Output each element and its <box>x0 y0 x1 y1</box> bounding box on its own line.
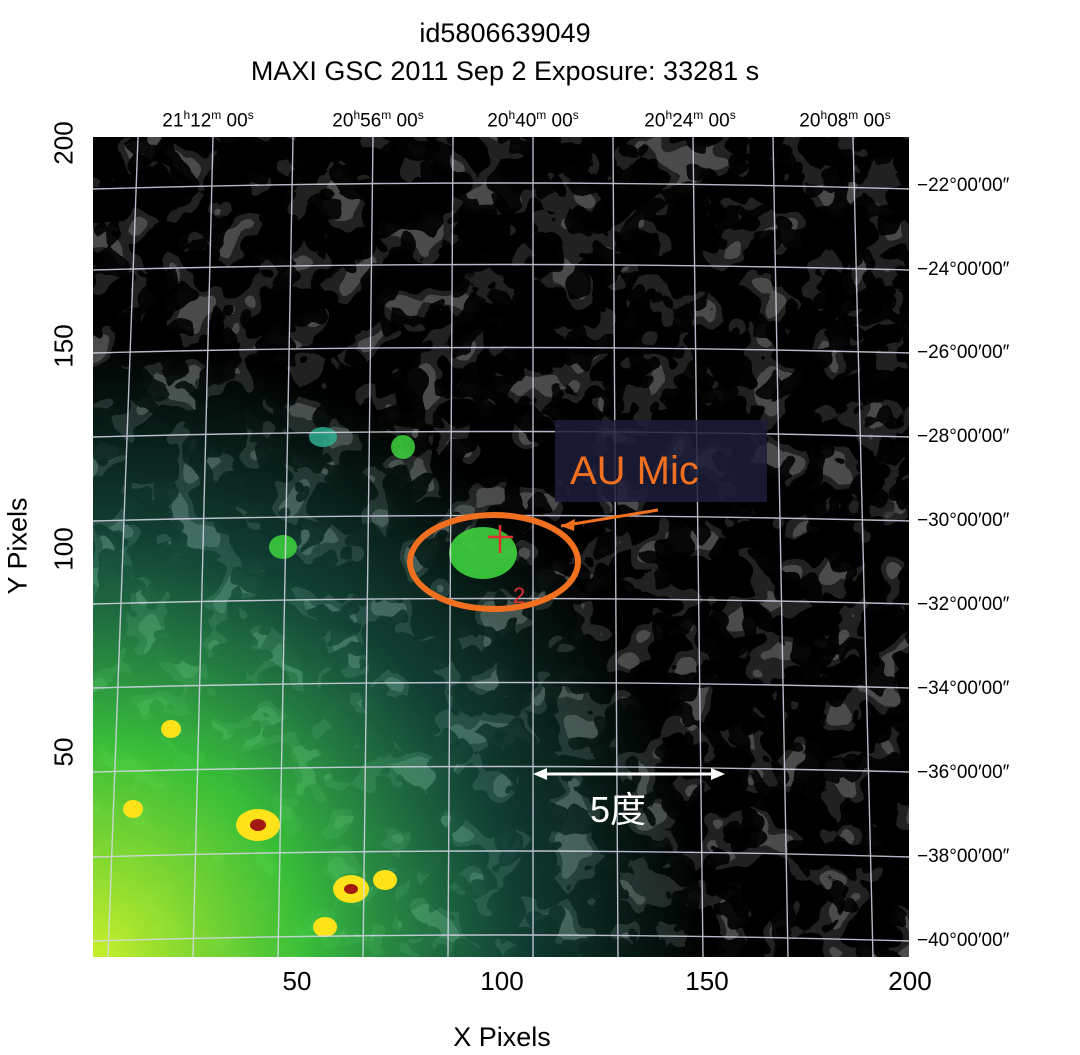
dec-tick-label: −34°00′00″ <box>917 678 1010 699</box>
scale-label: 5度 <box>590 789 646 830</box>
source-ellipse <box>407 512 581 612</box>
ra-tick-label: 20h56m 00s <box>332 108 424 132</box>
y-tick-label: 100 <box>48 527 79 571</box>
y-tick-label: 150 <box>48 324 79 368</box>
x-tick-label: 200 <box>888 966 932 996</box>
source-marker-label: 2 <box>513 583 525 608</box>
scale-bar <box>533 768 725 780</box>
sky-map: AU Mic 2 5度 <box>93 137 909 957</box>
coordinate-overlay: AU Mic 2 5度 <box>93 137 909 957</box>
dec-tick-label: −40°00′00″ <box>917 930 1010 951</box>
dec-tick-label: −32°00′00″ <box>917 594 1010 615</box>
dec-tick-label: −30°00′00″ <box>917 510 1010 531</box>
y-tick-label: 50 <box>48 737 79 767</box>
pointer-arrow <box>560 508 659 528</box>
hot-spots <box>123 427 517 937</box>
x-tick-label: 50 <box>282 966 312 996</box>
dec-tick-label: −26°00′00″ <box>917 342 1010 363</box>
x-tick-label: 150 <box>685 966 729 996</box>
y-axis-title: Y Pixels <box>2 497 33 595</box>
pointer-arrowhead <box>561 519 575 531</box>
ra-tick-label: 20h40m 00s <box>487 108 579 132</box>
ra-tick-label: 20h08m 00s <box>799 108 891 132</box>
image-title: id5806639049 <box>419 18 591 48</box>
dec-tick-label: −36°00′00″ <box>917 762 1010 783</box>
source-marker-cross <box>488 525 513 553</box>
dec-tick-label: −22°00′00″ <box>917 175 1010 196</box>
y-tick-label: 200 <box>48 121 79 165</box>
coordinate-grid <box>93 137 909 957</box>
image-subtitle: MAXI GSC 2011 Sep 2 Exposure: 33281 s <box>250 56 760 86</box>
x-axis-title: X Pixels <box>453 1022 551 1052</box>
x-tick-label: 100 <box>480 966 524 996</box>
dec-tick-label: −24°00′00″ <box>917 259 1010 280</box>
source-label-box <box>555 420 767 502</box>
ra-tick-label: 20h24m 00s <box>644 108 736 132</box>
dec-tick-label: −28°00′00″ <box>917 426 1010 447</box>
source-label: AU Mic <box>570 449 699 493</box>
ra-tick-label: 21h12m 00s <box>162 108 254 132</box>
dec-tick-label: −38°00′00″ <box>917 846 1010 867</box>
